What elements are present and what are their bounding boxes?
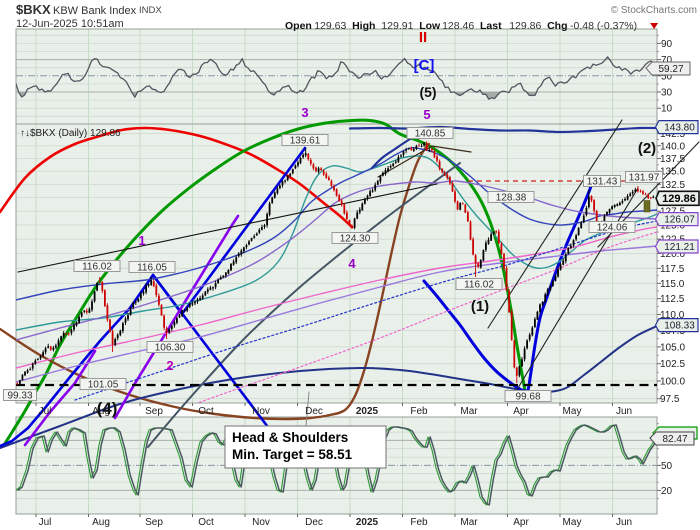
svg-text:Jul: Jul [39, 406, 52, 417]
svg-text:(2): (2) [638, 140, 656, 157]
svg-text:$BKX: $BKX [16, 2, 51, 17]
svg-text:Aug: Aug [92, 406, 110, 417]
svg-text:Oct: Oct [198, 406, 214, 417]
svg-text:Oct: Oct [198, 517, 214, 528]
svg-text:4: 4 [348, 256, 356, 271]
svg-text:100.0: 100.0 [660, 377, 685, 388]
svg-text:70: 70 [661, 55, 673, 66]
svg-text:117.5: 117.5 [660, 264, 685, 275]
svg-text:2025: 2025 [356, 406, 379, 417]
svg-text:140.85: 140.85 [415, 129, 446, 140]
svg-text:97.5: 97.5 [660, 394, 680, 405]
svg-text:124.30: 124.30 [340, 234, 371, 245]
svg-text:Sep: Sep [145, 517, 163, 528]
svg-text:Mar: Mar [460, 517, 478, 528]
svg-text:108.33: 108.33 [664, 321, 695, 332]
svg-text:Apr: Apr [513, 406, 529, 417]
svg-text:5: 5 [423, 107, 430, 122]
svg-text:137.5: 137.5 [660, 154, 685, 165]
svg-text:2: 2 [166, 358, 173, 373]
svg-text:115.0: 115.0 [660, 279, 685, 290]
svg-text:(5): (5) [419, 84, 436, 100]
svg-text:Jun: Jun [616, 406, 632, 417]
svg-text:Feb: Feb [410, 517, 428, 528]
svg-text:Nov: Nov [252, 406, 270, 417]
svg-text:30: 30 [661, 88, 673, 99]
svg-text:128.38: 128.38 [496, 193, 527, 204]
svg-text:102.5: 102.5 [660, 359, 685, 370]
svg-text:128.46: 128.46 [442, 20, 474, 32]
svg-text:High: High [352, 20, 375, 32]
svg-text:Last: Last [480, 20, 502, 32]
svg-text:Jun: Jun [616, 517, 632, 528]
svg-text:(4): (4) [97, 399, 118, 418]
svg-text:Feb: Feb [410, 406, 428, 417]
svg-text:116.05: 116.05 [137, 263, 167, 274]
svg-text:121.21: 121.21 [664, 242, 695, 253]
svg-text:105.0: 105.0 [660, 342, 685, 353]
svg-text:143.80: 143.80 [664, 123, 695, 134]
svg-text:Nov: Nov [252, 517, 270, 528]
svg-text:↑↓$BKX (Daily) 129.86: ↑↓$BKX (Daily) 129.86 [20, 128, 121, 139]
svg-text:II: II [419, 29, 427, 46]
svg-text:99.68: 99.68 [515, 392, 540, 403]
svg-text:131.43: 131.43 [587, 177, 618, 188]
svg-text:May: May [563, 406, 582, 417]
svg-text:131.97: 131.97 [629, 173, 660, 184]
svg-text:INDX: INDX [139, 5, 162, 16]
svg-text:139.61: 139.61 [290, 136, 321, 147]
svg-text:50: 50 [661, 461, 673, 472]
svg-text:2025: 2025 [356, 517, 379, 528]
svg-text:May: May [563, 517, 582, 528]
svg-text:116.02: 116.02 [464, 280, 494, 291]
svg-text:129.91: 129.91 [381, 20, 413, 32]
svg-text:110.0: 110.0 [660, 310, 685, 321]
svg-text:-0.48 (-0.37%): -0.48 (-0.37%) [570, 20, 637, 32]
svg-text:1: 1 [138, 233, 145, 248]
svg-text:124.06: 124.06 [597, 223, 628, 234]
svg-text:Apr: Apr [513, 517, 529, 528]
svg-text:KBW Bank Index: KBW Bank Index [53, 5, 137, 17]
svg-text:Head & Shoulders: Head & Shoulders [232, 430, 348, 445]
svg-text:Min. Target = 58.51: Min. Target = 58.51 [232, 447, 353, 462]
svg-text:Jul: Jul [39, 517, 52, 528]
svg-text:129.86: 129.86 [662, 193, 696, 205]
svg-text:Sep: Sep [145, 406, 163, 417]
svg-text:112.5: 112.5 [660, 294, 685, 305]
svg-text:120.0: 120.0 [660, 249, 685, 260]
svg-text:© StockCharts.com: © StockCharts.com [611, 5, 697, 16]
svg-text:20: 20 [661, 486, 673, 497]
svg-text:101.05: 101.05 [88, 380, 119, 391]
svg-text:129.86: 129.86 [509, 20, 541, 32]
svg-text:116.02: 116.02 [82, 262, 112, 273]
svg-text:(1): (1) [471, 298, 489, 315]
svg-text:106.30: 106.30 [155, 343, 186, 354]
svg-text:99.33: 99.33 [7, 391, 32, 402]
svg-text:140.0: 140.0 [660, 141, 685, 152]
svg-text:Dec: Dec [305, 406, 323, 417]
svg-text:3: 3 [301, 105, 308, 120]
svg-text:135.0: 135.0 [660, 167, 685, 178]
svg-text:129.63: 129.63 [314, 20, 346, 32]
svg-text:Dec: Dec [305, 517, 323, 528]
svg-text:90: 90 [661, 39, 673, 50]
svg-text:126.07: 126.07 [664, 215, 695, 226]
svg-text:Open: Open [285, 20, 312, 32]
svg-text:Low: Low [419, 20, 441, 32]
svg-text:Chg: Chg [547, 20, 567, 32]
svg-text:12-Jun-2025 10:51am: 12-Jun-2025 10:51am [16, 18, 124, 30]
svg-text:Aug: Aug [92, 517, 110, 528]
svg-text:132.5: 132.5 [660, 180, 685, 191]
svg-text:82.47: 82.47 [662, 434, 687, 445]
svg-text:59.27: 59.27 [658, 64, 683, 75]
svg-text:142.5: 142.5 [660, 129, 685, 140]
svg-text:Mar: Mar [460, 406, 478, 417]
svg-text:10: 10 [661, 104, 673, 115]
svg-text:[C]: [C] [414, 57, 435, 74]
svg-text:50: 50 [661, 71, 673, 82]
